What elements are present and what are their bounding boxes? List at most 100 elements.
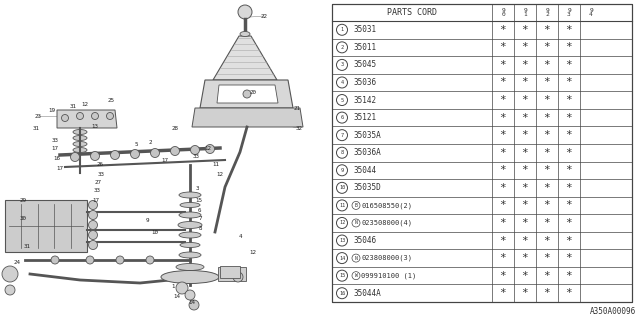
Text: 14: 14	[173, 293, 180, 299]
Text: 9
4: 9 4	[589, 8, 593, 17]
Text: *: *	[543, 130, 550, 140]
Ellipse shape	[179, 192, 201, 198]
Polygon shape	[213, 36, 277, 80]
Text: *: *	[543, 218, 550, 228]
Circle shape	[88, 201, 97, 210]
Text: 31: 31	[70, 105, 77, 109]
Text: 26: 26	[97, 162, 104, 166]
Text: 33: 33	[51, 138, 58, 142]
Ellipse shape	[73, 130, 87, 134]
Text: *: *	[522, 95, 529, 105]
Circle shape	[337, 165, 348, 176]
Circle shape	[352, 219, 360, 227]
Text: *: *	[566, 288, 572, 298]
Text: *: *	[500, 271, 506, 281]
Text: *: *	[522, 200, 529, 211]
Circle shape	[111, 150, 120, 159]
Circle shape	[337, 94, 348, 106]
Text: 8: 8	[340, 150, 344, 155]
Text: *: *	[566, 60, 572, 70]
Text: 31: 31	[33, 126, 40, 132]
Text: *: *	[522, 236, 529, 245]
Circle shape	[337, 288, 348, 299]
Text: *: *	[522, 288, 529, 298]
Circle shape	[337, 200, 348, 211]
Text: 19: 19	[49, 108, 56, 114]
Text: *: *	[543, 236, 550, 245]
Circle shape	[191, 146, 200, 155]
Circle shape	[88, 230, 97, 239]
Circle shape	[337, 235, 348, 246]
Text: 35011: 35011	[354, 43, 377, 52]
Text: 35045: 35045	[354, 60, 377, 69]
Circle shape	[116, 256, 124, 264]
Text: *: *	[566, 253, 572, 263]
Circle shape	[185, 290, 195, 300]
Text: *: *	[522, 113, 529, 123]
Circle shape	[176, 282, 188, 294]
Text: 7: 7	[340, 133, 344, 138]
Text: 17: 17	[161, 158, 168, 164]
Text: *: *	[500, 183, 506, 193]
Circle shape	[205, 145, 214, 154]
Text: 27: 27	[95, 180, 102, 185]
Text: 4: 4	[238, 234, 242, 238]
Text: 023808000(3): 023808000(3)	[361, 255, 412, 261]
Circle shape	[337, 270, 348, 281]
Text: 33: 33	[93, 188, 100, 194]
Text: *: *	[522, 25, 529, 35]
Circle shape	[352, 201, 360, 209]
Text: 31: 31	[24, 244, 31, 249]
Text: 14: 14	[189, 300, 195, 305]
Bar	[332, 4, 632, 302]
Text: 16: 16	[339, 291, 345, 296]
Circle shape	[106, 113, 113, 119]
Text: *: *	[566, 148, 572, 158]
Text: 33: 33	[97, 172, 104, 177]
Text: *: *	[500, 236, 506, 245]
Polygon shape	[57, 110, 117, 128]
Text: *: *	[500, 130, 506, 140]
Text: 2: 2	[340, 45, 344, 50]
Text: 11: 11	[212, 162, 220, 166]
Text: 13: 13	[92, 124, 99, 129]
Text: 12: 12	[205, 146, 211, 150]
Circle shape	[337, 24, 348, 35]
Text: 35035A: 35035A	[354, 131, 381, 140]
Circle shape	[61, 115, 68, 122]
Text: 13: 13	[339, 238, 345, 243]
Bar	[332, 4, 632, 302]
Text: 6: 6	[340, 115, 344, 120]
Text: 35142: 35142	[354, 96, 377, 105]
Text: 15: 15	[339, 273, 345, 278]
Text: 32: 32	[296, 125, 303, 131]
Text: 20: 20	[250, 91, 257, 95]
Text: PARTS CORD: PARTS CORD	[387, 8, 437, 17]
Text: 29: 29	[19, 198, 26, 204]
Text: *: *	[566, 200, 572, 211]
Circle shape	[51, 256, 59, 264]
Ellipse shape	[180, 203, 200, 207]
Circle shape	[337, 252, 348, 264]
Ellipse shape	[180, 243, 200, 247]
Ellipse shape	[240, 31, 250, 36]
Text: 35044A: 35044A	[354, 289, 381, 298]
Circle shape	[131, 149, 140, 158]
Text: *: *	[500, 165, 506, 175]
Circle shape	[170, 147, 179, 156]
Text: 3: 3	[340, 62, 344, 68]
Text: 35035D: 35035D	[354, 183, 381, 192]
Text: 23: 23	[35, 114, 42, 118]
Text: 9
2: 9 2	[545, 8, 549, 17]
Text: *: *	[543, 148, 550, 158]
Text: *: *	[566, 218, 572, 228]
Ellipse shape	[176, 263, 204, 270]
Text: *: *	[566, 25, 572, 35]
Text: 2: 2	[148, 140, 152, 146]
Text: 9
3: 9 3	[567, 8, 571, 17]
Ellipse shape	[179, 212, 201, 218]
Text: 9
1: 9 1	[523, 8, 527, 17]
Text: 35031: 35031	[354, 25, 377, 34]
Ellipse shape	[179, 232, 201, 238]
Text: 35121: 35121	[354, 113, 377, 122]
